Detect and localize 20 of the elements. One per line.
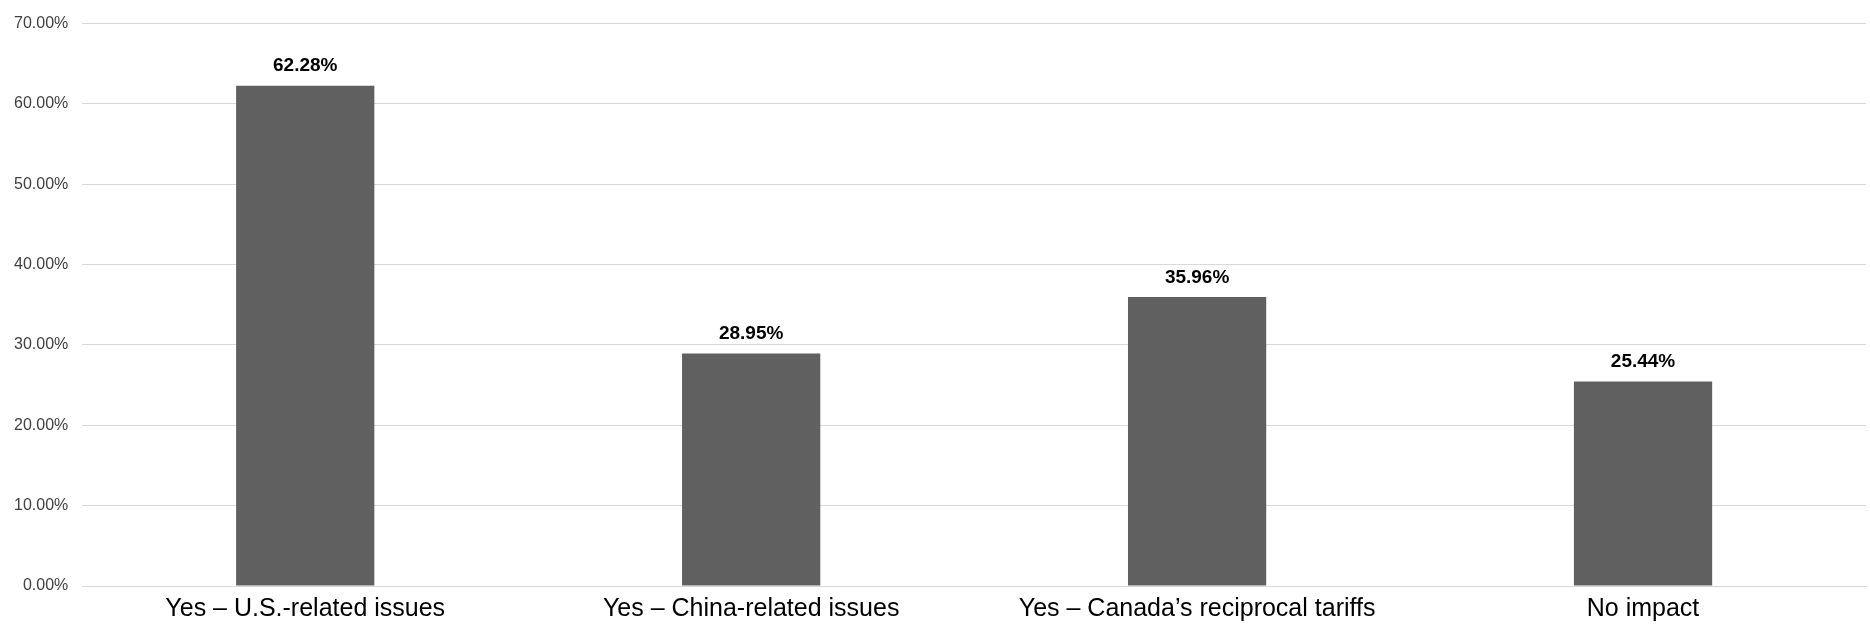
y-tick-label: 20.00%: [14, 415, 69, 433]
x-tick-label: Yes – China-related issues: [602, 592, 900, 621]
data-label: 62.28%: [273, 54, 338, 76]
y-tick-label: 70.00%: [14, 14, 69, 32]
y-tick-label: 50.00%: [14, 174, 69, 192]
x-tick-label: No impact: [1586, 592, 1700, 621]
bar: [1127, 297, 1267, 586]
data-label: 35.96%: [1164, 265, 1230, 287]
y-tick-label: 60.00%: [14, 94, 69, 112]
bar: [1573, 381, 1713, 586]
y-tick-label: 10.00%: [14, 496, 69, 514]
y-tick-label: 40.00%: [14, 255, 69, 273]
bar: [236, 85, 375, 586]
y-tick-label: 0.00%: [22, 576, 69, 594]
bar: [682, 353, 821, 586]
data-label: 28.95%: [718, 322, 784, 344]
x-tick-label: Yes – U.S.-related issues: [165, 592, 446, 621]
y-tick-label: 30.00%: [14, 335, 69, 353]
x-tick-label: Yes – Canada’s reciprocal tariffs: [1018, 592, 1376, 621]
data-label: 25.44%: [1610, 350, 1676, 372]
